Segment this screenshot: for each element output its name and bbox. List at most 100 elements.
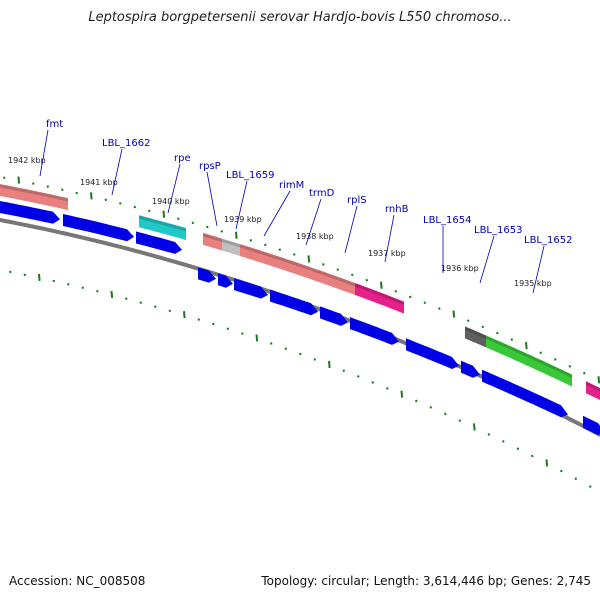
- minor-tick: [516, 447, 520, 450]
- major-tick: [525, 342, 528, 350]
- chromosome-backbone: [0, 217, 600, 438]
- label-leader-line: [206, 171, 218, 227]
- orf-arrow: [136, 231, 182, 254]
- major-tick: [110, 290, 114, 299]
- gene-label: rplS: [347, 195, 367, 206]
- kbp-label: 1936 kbp: [441, 264, 479, 273]
- gene-label: rnhB: [385, 204, 409, 215]
- gene-label: LBL_1662: [102, 138, 150, 149]
- minor-tick: [133, 205, 137, 209]
- minor-tick: [510, 338, 514, 341]
- minor-tick: [423, 301, 427, 304]
- minor-tick: [96, 289, 99, 293]
- minor-tick: [125, 297, 128, 300]
- minor-tick: [46, 185, 50, 188]
- orf-arrow: [63, 214, 134, 242]
- minor-tick: [365, 278, 369, 282]
- cog-feature-shade: [355, 283, 404, 306]
- minor-tick: [554, 358, 557, 361]
- minor-tick: [531, 454, 534, 458]
- major-tick: [452, 310, 456, 318]
- inner-tick-track: [9, 270, 592, 488]
- minor-tick: [467, 319, 470, 322]
- label-leader-line: [384, 214, 395, 263]
- minor-tick: [386, 387, 389, 390]
- cog-feature: [355, 283, 404, 314]
- orf-arrow: [218, 273, 233, 288]
- minor-tick: [148, 209, 151, 213]
- minor-tick: [415, 399, 418, 403]
- cog-feature: [222, 238, 240, 256]
- cog-feature-shade: [203, 233, 222, 242]
- accession-text: Accession: NC_008508: [9, 574, 146, 588]
- minor-tick: [226, 327, 230, 331]
- major-tick: [17, 176, 21, 184]
- minor-tick: [351, 273, 354, 277]
- backbone-line: [0, 217, 600, 438]
- major-tick: [38, 273, 41, 281]
- gene-label: fmt: [46, 119, 63, 130]
- orf-arrow: [270, 289, 318, 316]
- cog-feature-shade: [465, 326, 486, 339]
- minor-tick: [119, 202, 122, 205]
- minor-tick: [539, 351, 543, 355]
- cog-feature: [0, 184, 68, 211]
- cog-feature: [240, 244, 355, 295]
- major-tick: [307, 255, 311, 263]
- minor-tick: [191, 221, 195, 225]
- minor-tick: [212, 322, 215, 326]
- minor-tick: [81, 286, 85, 290]
- orf-feature-track: [0, 201, 600, 435]
- label-leader-line: [344, 205, 358, 254]
- label-leader-line: [111, 148, 123, 196]
- minor-tick: [487, 433, 491, 436]
- major-tick: [545, 459, 549, 467]
- cog-feature: [203, 232, 222, 251]
- minor-tick: [313, 358, 317, 361]
- gene-label: rimM: [279, 180, 304, 191]
- cog-feature: [586, 381, 600, 400]
- minor-tick: [75, 191, 79, 195]
- minor-tick: [481, 325, 485, 329]
- minor-tick: [438, 307, 441, 310]
- label-leader-line: [479, 235, 495, 284]
- major-tick: [162, 210, 166, 218]
- minor-tick: [206, 225, 209, 229]
- minor-tick: [342, 369, 346, 372]
- minor-tick: [3, 176, 6, 180]
- cog-feature: [139, 215, 186, 240]
- minor-tick: [568, 365, 572, 368]
- minor-tick: [23, 273, 27, 277]
- cog-feature-shade: [240, 244, 355, 287]
- minor-tick: [32, 182, 35, 185]
- minor-tick: [299, 352, 302, 356]
- minor-tick: [284, 347, 288, 350]
- minor-tick: [574, 477, 578, 480]
- minor-tick: [197, 318, 201, 321]
- orf-arrow: [482, 369, 568, 418]
- kbp-label: 1939 kbp: [224, 215, 262, 224]
- label-leader-line: [305, 198, 322, 246]
- gene-label: LBL_1652: [524, 235, 572, 246]
- gene-label: LBL_1659: [226, 170, 274, 181]
- minor-tick: [220, 230, 224, 233]
- kbp-label: 1941 kbp: [80, 178, 118, 187]
- major-tick: [90, 192, 93, 200]
- minor-tick: [409, 295, 412, 299]
- minor-tick: [177, 217, 180, 221]
- kbp-label: 1942 kbp: [8, 156, 46, 165]
- orf-arrow: [198, 267, 216, 283]
- kbp-label: 1938 kbp: [296, 232, 334, 241]
- major-tick: [255, 334, 259, 342]
- cog-feature-track: [0, 184, 600, 400]
- cog-feature-shade: [0, 184, 68, 202]
- minor-tick: [278, 248, 282, 251]
- major-tick: [380, 281, 383, 289]
- gene-label: rpe: [174, 153, 191, 164]
- major-tick: [328, 360, 331, 369]
- map-title: Leptospira borgpetersenii serovar Hardjo…: [88, 10, 512, 25]
- cog-feature-shade: [486, 335, 572, 378]
- minor-tick: [67, 283, 70, 286]
- orf-arrow: [406, 338, 459, 369]
